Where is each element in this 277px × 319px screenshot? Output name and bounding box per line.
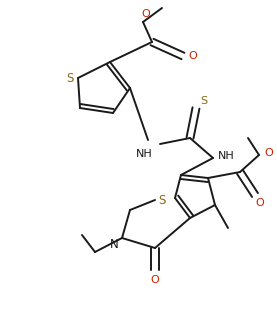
Text: NH: NH [136,149,152,159]
Text: O: O [189,51,198,61]
Text: O: O [142,9,150,19]
Text: N: N [110,238,118,250]
Text: S: S [66,71,74,85]
Text: O: O [265,148,273,158]
Text: O: O [151,275,159,285]
Text: O: O [256,198,264,208]
Text: NH: NH [218,151,234,161]
Text: S: S [158,194,166,206]
Text: S: S [201,96,207,106]
